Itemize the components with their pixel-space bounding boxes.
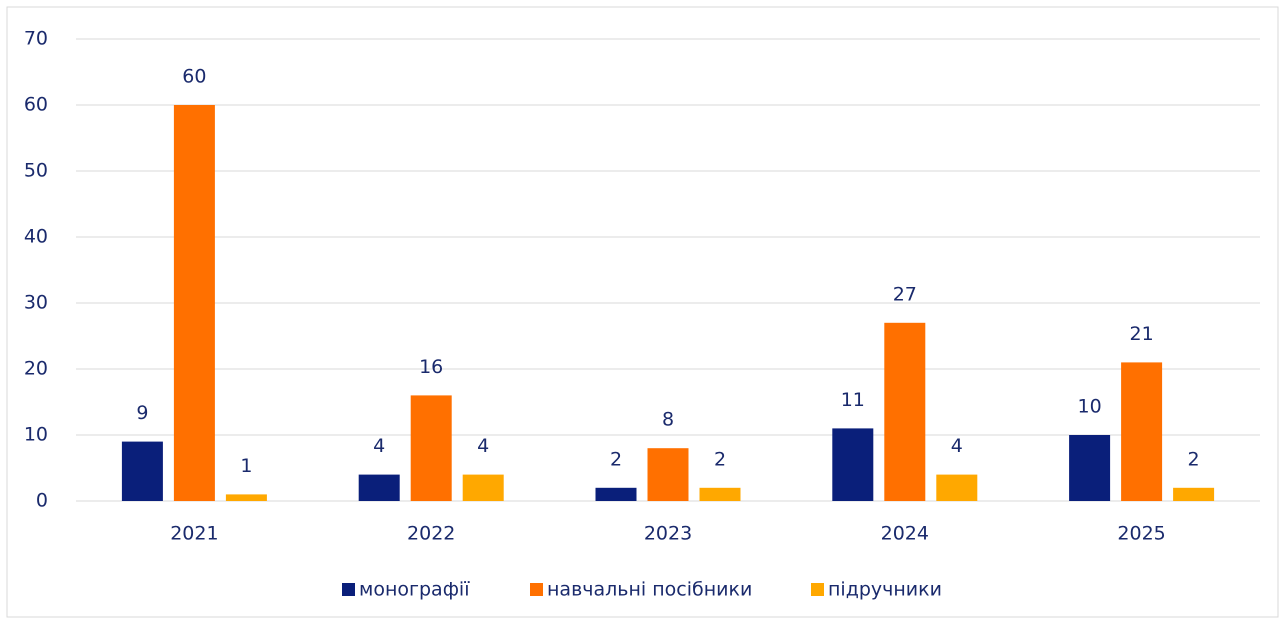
x-tick-label: 2024: [881, 523, 929, 545]
bar: [410, 395, 452, 501]
bar: [647, 448, 689, 501]
bar: [832, 428, 874, 501]
data-label: 27: [893, 283, 917, 305]
y-tick-label: 0: [36, 490, 48, 512]
bar: [699, 487, 741, 501]
bar: [595, 487, 637, 501]
bar: [1069, 435, 1111, 501]
chart-frame: [6, 6, 1279, 618]
x-tick-label: 2023: [644, 523, 692, 545]
bar: [225, 494, 267, 501]
y-tick-label: 40: [24, 226, 48, 248]
legend-swatch: [811, 583, 824, 596]
bar: [173, 105, 215, 501]
y-tick-label: 50: [24, 160, 48, 182]
data-label: 4: [373, 435, 385, 457]
legend-swatch: [530, 583, 543, 596]
y-tick-label: 20: [24, 358, 48, 380]
data-label: 2: [714, 448, 726, 470]
legend-label: підручники: [828, 579, 942, 601]
bar: [884, 322, 926, 501]
data-label: 8: [662, 409, 674, 431]
x-tick-label: 2022: [407, 523, 455, 545]
bar: [936, 474, 978, 501]
x-tick-label: 2025: [1117, 523, 1165, 545]
legend-swatch: [342, 583, 355, 596]
data-label: 4: [477, 435, 489, 457]
bar: [358, 474, 400, 501]
data-label: 2: [610, 448, 622, 470]
data-label: 2: [1188, 448, 1200, 470]
data-label: 16: [419, 356, 443, 378]
y-tick-label: 60: [24, 94, 48, 116]
bar: [1121, 362, 1163, 501]
bar: [121, 441, 163, 501]
y-tick-label: 70: [24, 28, 48, 50]
y-tick-label: 30: [24, 292, 48, 314]
x-tick-label: 2021: [170, 523, 218, 545]
legend-label: навчальні посібники: [547, 579, 752, 601]
data-label: 1: [240, 455, 252, 477]
data-label: 10: [1078, 396, 1102, 418]
data-label: 9: [136, 402, 148, 424]
bar: [462, 474, 504, 501]
data-label: 11: [841, 389, 865, 411]
data-label: 60: [182, 66, 206, 88]
bar: [1173, 487, 1215, 501]
legend-label: монографії: [359, 579, 470, 601]
y-tick-label: 10: [24, 424, 48, 446]
data-label: 4: [951, 435, 963, 457]
data-label: 21: [1130, 323, 1154, 345]
